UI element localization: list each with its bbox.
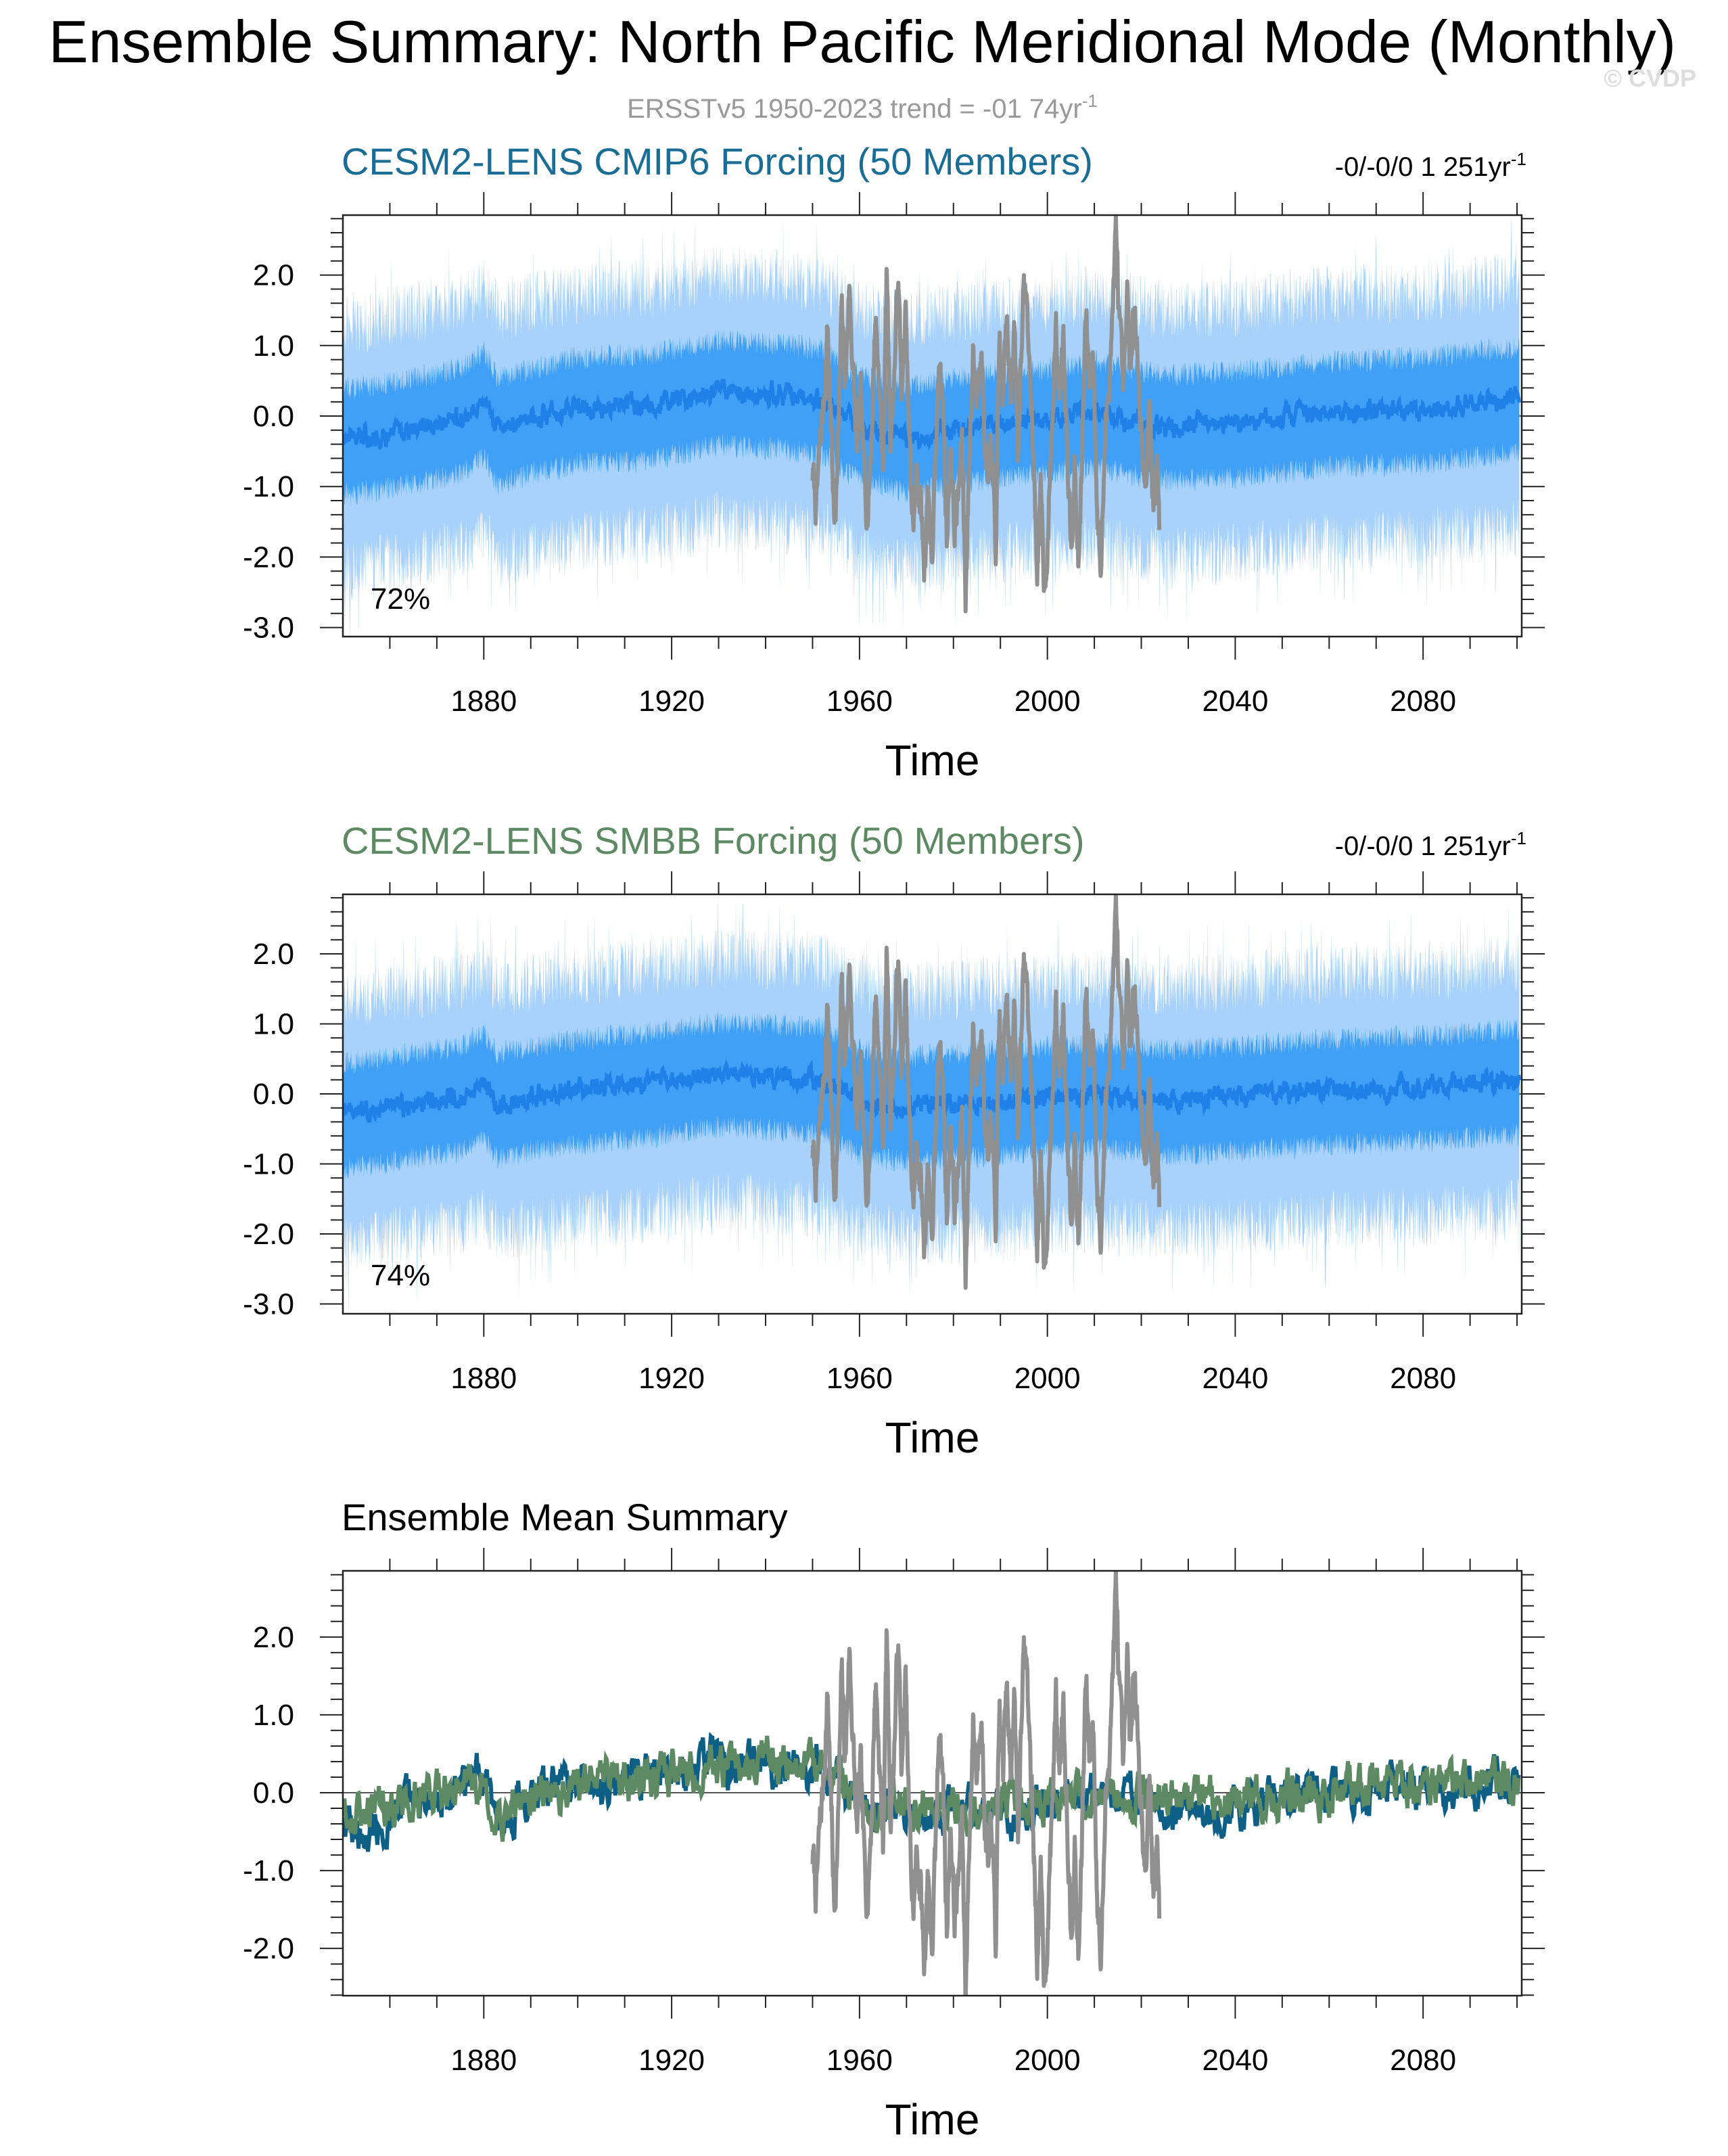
y-tick-label: 1.0 — [253, 329, 294, 363]
x-axis-label: Time — [885, 1413, 980, 1462]
trend-label: -0/-0/0 1 251yr-1 — [1335, 828, 1526, 861]
x-tick-label: 1880 — [450, 2044, 517, 2077]
trend-label: -0/-0/0 1 251yr-1 — [1335, 149, 1526, 182]
x-tick-label: 2000 — [1014, 1362, 1081, 1395]
y-tick-label: -2.0 — [243, 1932, 294, 1965]
percent-label: 74% — [371, 1259, 430, 1292]
y-tick-label: -1.0 — [243, 1854, 294, 1887]
y-tick-label: 0.0 — [253, 1776, 294, 1810]
subtitle: ERSSTv5 1950-2023 trend = -01 74yr-1 — [627, 91, 1098, 124]
plot-area — [343, 894, 1522, 1314]
percent-label: 72% — [371, 582, 430, 616]
x-tick-label: 1920 — [638, 1362, 705, 1395]
panel-title: CESM2-LENS SMBB Forcing (50 Members) — [342, 819, 1085, 862]
figure-title: Ensemble Summary: North Pacific Meridion… — [49, 8, 1676, 75]
trend-label-superscript: -1 — [1511, 828, 1526, 848]
panel-2: 2.0 1.0 0.0 -1.0 -2.0 -3.0 1880 1920 1960 2000 204… — [243, 819, 1545, 1462]
observation-line — [810, 894, 1162, 1290]
y-tick-label: 2.0 — [253, 259, 294, 292]
y-tick-label: 2.0 — [253, 938, 294, 971]
plot-frame — [342, 1569, 1523, 1997]
observation-line — [810, 215, 1162, 614]
y-tick-label: -2.0 — [243, 1218, 294, 1251]
observation-line — [810, 1571, 1162, 1996]
plot-area — [343, 1571, 1522, 1996]
subtitle-text: ERSSTv5 1950-2023 trend = -01 74yr — [627, 94, 1082, 124]
plot-frame — [342, 893, 1523, 1315]
y-tick-label: 0.0 — [253, 1078, 294, 1111]
y-tick-label: -3.0 — [243, 1288, 294, 1321]
x-tick-label: 2040 — [1202, 1362, 1268, 1395]
y-tick-label: 1.0 — [253, 1699, 294, 1732]
y-tick-label: 2.0 — [253, 1621, 294, 1654]
x-tick-label: 2080 — [1390, 685, 1456, 718]
y-tick-label: -1.0 — [243, 1148, 294, 1181]
x-axis-label: Time — [885, 736, 980, 785]
x-tick-label: 2000 — [1014, 685, 1081, 718]
y-tick-label: -3.0 — [243, 612, 294, 645]
plot-frame — [342, 214, 1523, 638]
subtitle-superscript: -1 — [1082, 91, 1098, 111]
x-tick-label: 2040 — [1202, 685, 1268, 718]
x-tick-label: 2080 — [1390, 1362, 1456, 1395]
y-tick-label: 0.0 — [253, 400, 294, 433]
panel-title: Ensemble Mean Summary — [342, 1496, 788, 1538]
ensemble-inner-band — [343, 328, 1520, 507]
x-tick-label: 2080 — [1390, 2044, 1456, 2077]
x-tick-label: 1920 — [638, 2044, 705, 2077]
trend-label-superscript: -1 — [1511, 149, 1526, 169]
trend-label-text: -0/-0/0 1 251yr — [1335, 152, 1511, 182]
y-tick-label: -1.0 — [243, 470, 294, 503]
x-tick-label: 1880 — [450, 1362, 517, 1395]
x-tick-label: 1960 — [826, 2044, 893, 2077]
ensemble-inner-band — [343, 1009, 1520, 1180]
chart-panels: 2.0 1.0 0.0 -1.0 -2.0 -3.0 1880 1920 1960 2000 204… — [243, 140, 1545, 2144]
smbb-mean-line — [343, 1735, 1521, 1842]
x-tick-label: 2000 — [1014, 2044, 1081, 2077]
x-axis-label: Time — [885, 2095, 980, 2144]
x-tick-label: 1880 — [450, 685, 517, 718]
x-tick-label: 1920 — [638, 685, 705, 718]
ensemble-mean-line — [343, 379, 1521, 451]
x-tick-label: 1960 — [826, 1362, 893, 1395]
x-tick-label: 1960 — [826, 685, 893, 718]
plot-area — [343, 215, 1522, 637]
trend-label-text: -0/-0/0 1 251yr — [1335, 831, 1511, 861]
ensemble-mean-line — [343, 1058, 1522, 1124]
watermark: © CVDP — [1604, 64, 1696, 92]
y-tick-label: 1.0 — [253, 1007, 294, 1040]
panel-3: 2.0 1.0 0.0 -1.0 -2.0 1880 1920 1960 2000 2040 208… — [243, 1496, 1545, 2144]
x-tick-label: 2040 — [1202, 2044, 1268, 2077]
panel-title: CESM2-LENS CMIP6 Forcing (50 Members) — [342, 140, 1093, 183]
panel-1: 2.0 1.0 0.0 -1.0 -2.0 -3.0 1880 1920 1960 2000 204… — [243, 140, 1545, 785]
y-tick-label: -2.0 — [243, 541, 294, 574]
